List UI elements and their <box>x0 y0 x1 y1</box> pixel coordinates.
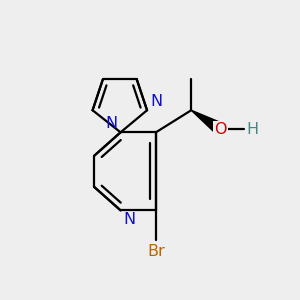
Text: Br: Br <box>147 244 165 259</box>
Polygon shape <box>191 110 224 135</box>
Text: H: H <box>247 122 259 137</box>
Text: O: O <box>214 122 227 137</box>
Text: N: N <box>106 116 118 131</box>
Text: N: N <box>124 212 136 227</box>
Text: N: N <box>150 94 162 109</box>
